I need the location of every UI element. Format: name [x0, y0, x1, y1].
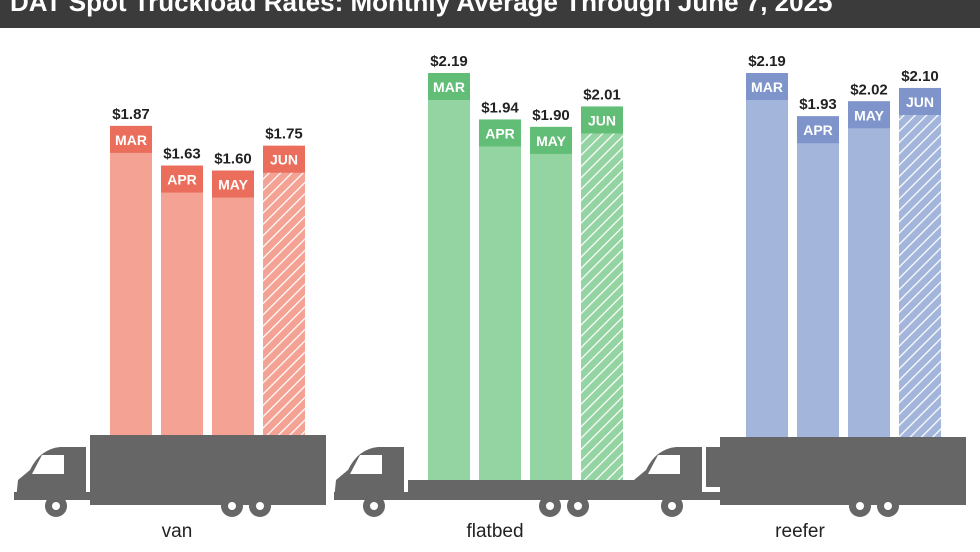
van-may-bar [212, 170, 254, 435]
reefer-may-month-label: MAY [854, 107, 884, 123]
van-apr-bar [161, 165, 203, 435]
flatbed-jun-month-tab [581, 106, 623, 134]
flatbed-jun-month-label: JUN [588, 112, 616, 128]
reefer-mar-value-label: $2.19 [748, 53, 786, 70]
reefer-may-bar [848, 101, 890, 437]
flatbed-jun-value-label: $2.01 [583, 86, 621, 103]
van-apr-month-tab [161, 165, 203, 193]
van-jun-value-label: $1.75 [265, 126, 303, 143]
flatbed-may-month-label: MAY [536, 133, 566, 149]
reefer-may-value-label: $2.02 [850, 81, 888, 98]
flatbed-mar-bar [428, 73, 470, 480]
flatbed-apr-month-label: APR [485, 125, 515, 141]
reefer-jun-month-tab [899, 87, 941, 115]
reefer-apr-value-label: $1.93 [799, 96, 837, 113]
van-jun-month-label: JUN [270, 152, 298, 168]
flatbed-mar-month-tab [428, 73, 470, 100]
reefer-jun-value-label: $2.10 [901, 68, 939, 85]
van-jun-bar [263, 145, 305, 435]
flatbed-jun-bar [581, 106, 623, 480]
van-mar-bar [110, 125, 152, 436]
van-may-value-label: $1.60 [214, 151, 252, 168]
reefer-truck-icon [632, 437, 966, 517]
reefer-jun-bar [899, 87, 941, 438]
reefer-apr-month-tab [797, 116, 839, 144]
reefer-jun-month-label: JUN [906, 94, 934, 110]
chart-title: DAT Spot Truckload Rates: Monthly Averag… [10, 0, 833, 17]
title-bar: DAT Spot Truckload Rates: Monthly Averag… [0, 0, 980, 28]
van-apr-value-label: $1.63 [163, 146, 201, 163]
flatbed-mar-month-label: MAR [433, 79, 465, 95]
van-may-month-label: MAY [218, 177, 248, 193]
flatbed-may-value-label: $1.90 [532, 107, 570, 124]
reefer-apr-month-label: APR [803, 122, 833, 138]
van-truck-icon [14, 435, 326, 517]
reefer-mar-month-label: MAR [751, 79, 783, 95]
reefer-trailer-label: reefer [775, 521, 825, 542]
flatbed-apr-value-label: $1.94 [481, 99, 519, 116]
flatbed-apr-bar [479, 119, 521, 481]
van-mar-month-label: MAR [115, 132, 147, 148]
van-may-month-tab [212, 170, 254, 198]
flatbed-may-month-tab [530, 126, 572, 154]
van-mar-value-label: $1.87 [112, 106, 150, 123]
reefer-mar-month-tab [746, 73, 788, 100]
flatbed-apr-month-tab [479, 119, 521, 147]
flatbed-trailer-label: flatbed [466, 521, 523, 542]
reefer-may-month-tab [848, 101, 890, 129]
bar-chart: MAR $1.87 APR $1.63 MAY $1.60 JUN $1.75 van MAR $2… [14, 53, 966, 542]
van-jun-month-tab [263, 145, 305, 173]
reefer-apr-bar [797, 116, 839, 438]
flatbed-truck-icon [334, 447, 642, 517]
flatbed-may-bar [530, 126, 572, 481]
flatbed-mar-value-label: $2.19 [430, 53, 468, 70]
van-trailer-label: van [162, 521, 193, 542]
reefer-mar-bar [746, 73, 788, 437]
van-apr-month-label: APR [167, 172, 197, 188]
van-mar-month-tab [110, 125, 152, 153]
